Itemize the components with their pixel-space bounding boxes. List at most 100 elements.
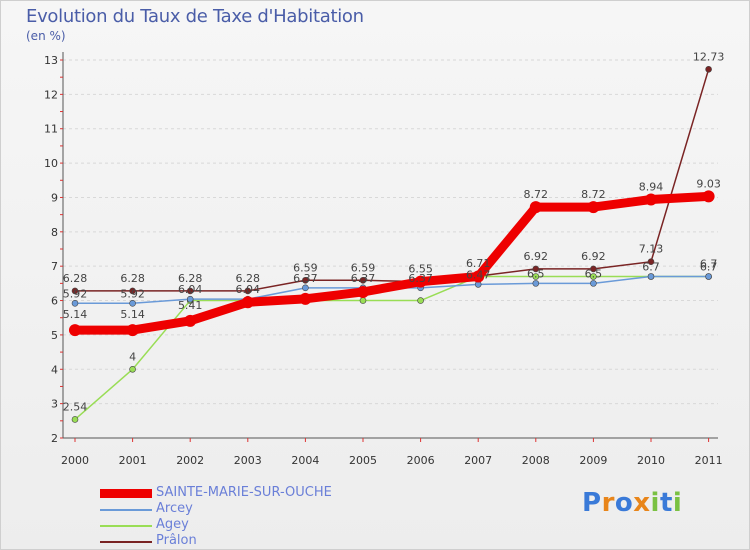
y-tick-label: 13	[44, 54, 58, 67]
y-tick-label: 4	[51, 363, 58, 376]
data-label: 5.92	[120, 287, 145, 300]
logo-letter: o	[614, 488, 634, 518]
y-tick-label: 6	[51, 295, 58, 308]
data-point	[705, 273, 712, 280]
x-tick-label: 2003	[234, 454, 262, 467]
data-point	[129, 365, 136, 373]
data-point	[359, 297, 367, 304]
data-label: 6.28	[236, 272, 261, 285]
data-point	[529, 201, 542, 214]
x-tick-label: 2001	[119, 454, 147, 467]
data-point	[532, 273, 540, 280]
x-tick-label: 2000	[61, 454, 89, 467]
x-tick-label: 2008	[522, 454, 550, 467]
data-point	[299, 292, 312, 305]
data-point	[241, 296, 254, 309]
data-point	[590, 273, 597, 280]
legend-swatch	[100, 541, 152, 543]
data-label: 6.37	[408, 272, 433, 285]
data-label: 6.04	[236, 283, 261, 296]
data-point	[129, 299, 136, 307]
data-point	[590, 265, 597, 273]
series-line	[75, 191, 709, 335]
data-label: 6.92	[581, 250, 606, 263]
data-label: 6.55	[408, 263, 433, 276]
y-tick-label: 5	[51, 329, 58, 342]
data-label: 6.7	[700, 260, 718, 273]
data-point	[357, 285, 369, 298]
data-label: 6.28	[178, 272, 203, 285]
data-label: 6.7	[642, 260, 660, 273]
data-label: 6.37	[351, 272, 376, 285]
data-label: 6.5	[527, 267, 545, 280]
data-label: 6.28	[120, 272, 145, 285]
y-tick-label: 10	[44, 157, 58, 170]
data-point	[126, 324, 139, 337]
data-label: 9.03	[696, 177, 721, 190]
data-label: 4	[129, 350, 136, 363]
data-point	[71, 416, 79, 423]
data-point	[186, 287, 194, 295]
y-tick-label: 2	[51, 432, 58, 445]
logo-letter: x	[633, 488, 651, 518]
data-point	[647, 258, 655, 266]
y-tick-label: 7	[51, 260, 58, 273]
legend-swatch	[100, 489, 152, 498]
data-point	[645, 193, 657, 206]
logo-letter: P	[582, 488, 602, 518]
data-label: 5.41	[178, 299, 203, 312]
logo-letter: i	[672, 488, 683, 518]
data-label: 8.72	[524, 188, 549, 201]
legend-swatch	[100, 525, 152, 527]
data-label: 8.94	[639, 181, 664, 194]
chart-title: Evolution du Taux de Taxe d'Habitation	[26, 6, 364, 27]
data-point	[186, 295, 194, 303]
y-tick-label: 8	[51, 226, 58, 239]
proxiti-logo: Proxiti	[582, 488, 682, 518]
data-point	[702, 190, 715, 203]
x-tick-label: 2009	[579, 454, 607, 467]
data-label: 6.5	[585, 267, 603, 280]
data-label: 6.28	[63, 272, 88, 285]
data-point	[414, 275, 427, 288]
logo-letter: i	[650, 488, 660, 518]
x-tick-label: 2005	[349, 454, 377, 467]
data-label: 6.37	[293, 272, 318, 285]
series-line	[74, 275, 709, 421]
data-point	[71, 287, 79, 295]
data-point	[302, 276, 309, 284]
y-tick-label: 12	[44, 88, 58, 101]
data-label: 2.54	[63, 400, 88, 413]
x-tick-label: 2004	[291, 454, 319, 467]
data-point	[647, 273, 655, 280]
data-point	[587, 201, 600, 214]
y-tick-label: 3	[51, 398, 58, 411]
legend-label: Arcey	[156, 501, 193, 516]
data-point	[417, 297, 424, 304]
data-label: 5.92	[63, 287, 88, 300]
x-tick-label: 2002	[176, 454, 204, 467]
data-point	[359, 276, 367, 284]
data-label: 6.92	[524, 250, 549, 263]
y-tick-label: 9	[51, 191, 58, 204]
series-line	[75, 69, 710, 292]
logo-letter: t	[659, 488, 673, 518]
data-label: 6.47	[466, 268, 491, 281]
data-point	[532, 280, 540, 287]
y-tick-label: 11	[44, 123, 58, 136]
data-label: 6.71	[466, 257, 491, 270]
data-label: 7.13	[639, 243, 664, 256]
data-point	[69, 324, 81, 337]
chart-subtitle: (en %)	[26, 29, 66, 43]
data-point	[184, 314, 197, 327]
legend-label: Agey	[156, 517, 189, 532]
x-tick-label: 2007	[464, 454, 492, 467]
data-point	[532, 265, 540, 273]
legend-label: SAINTE-MARIE-SUR-OUCHE	[156, 485, 332, 500]
data-point	[129, 287, 136, 295]
data-point	[302, 284, 309, 292]
data-label: 5.14	[120, 308, 145, 321]
data-label: 5.14	[63, 308, 88, 321]
